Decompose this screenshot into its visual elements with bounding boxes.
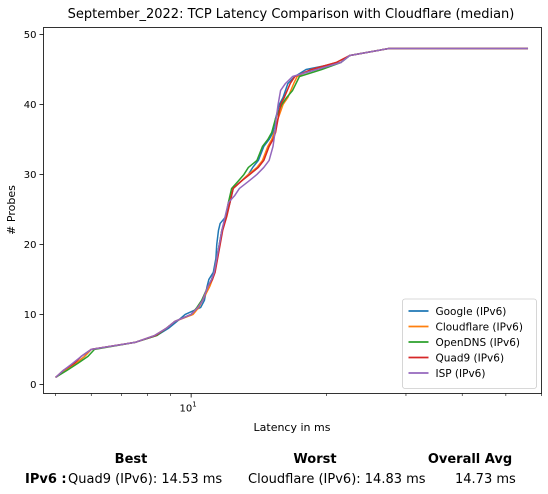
- y-tick-label-1: 10: [24, 310, 37, 321]
- y-axis: 0 10 20 30 40 50: [24, 30, 44, 391]
- y-tick-label-2: 20: [24, 240, 37, 251]
- y-tick-label-3: 30: [24, 170, 37, 181]
- y-tick-label-4: 40: [24, 100, 37, 111]
- chart-title: September_2022: TCP Latency Comparison w…: [68, 7, 515, 22]
- y-axis-label: # Probes: [5, 185, 18, 235]
- x-axis: 101: [55, 393, 542, 415]
- legend-label-1: Cloudflare (IPv6): [436, 321, 523, 333]
- best-value: Quad9 (IPv6): 14.53 ms: [68, 472, 223, 487]
- legend-label-3: Quad9 (IPv6): [436, 352, 505, 364]
- plot-area: [55, 47, 529, 379]
- legend-label-4: ISP (IPv6): [436, 368, 486, 380]
- plot-frame: [43, 27, 542, 394]
- legend: Google (IPv6) Cloudflare (IPv6) OpenDNS (I…: [402, 298, 537, 389]
- worst-header: Worst: [293, 452, 337, 467]
- series-line-4: [55, 47, 529, 378]
- worst-value: Cloudflare (IPv6): 14.83 ms: [248, 472, 426, 487]
- x-axis-label: Latency in ms: [254, 421, 331, 434]
- overall-avg-header: Overall Avg: [427, 452, 513, 467]
- legend-label-2: OpenDNS (IPv6): [436, 337, 521, 349]
- best-header: Best: [114, 452, 148, 467]
- y-tick-label-5: 50: [24, 30, 37, 41]
- summary-panel: Best Worst Overall Avg IPv6 : Quad9 (IPv…: [0, 446, 548, 494]
- x-tick-label-0: 101: [180, 401, 197, 415]
- latency-chart: September_2022: TCP Latency Comparison w…: [5, 7, 542, 434]
- ipv6-row-label: IPv6 :: [25, 472, 67, 487]
- y-tick-label-0: 0: [30, 380, 36, 391]
- overall-avg-value: 14.73 ms: [455, 472, 516, 487]
- legend-label-0: Google (IPv6): [436, 306, 507, 318]
- legend-box: [402, 298, 537, 389]
